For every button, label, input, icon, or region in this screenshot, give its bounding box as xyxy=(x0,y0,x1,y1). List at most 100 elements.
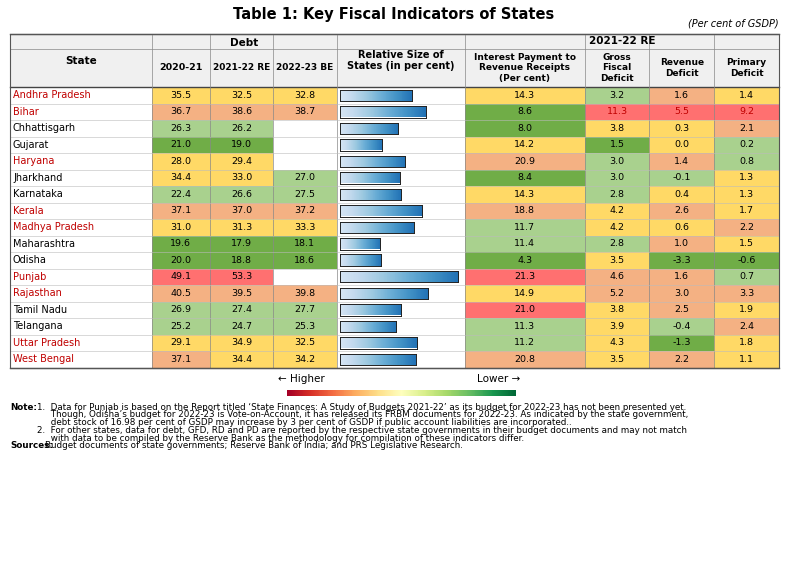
Bar xyxy=(465,186,585,202)
Bar xyxy=(210,269,273,285)
Text: 26.2: 26.2 xyxy=(231,124,252,133)
Bar xyxy=(10,87,779,104)
Bar xyxy=(649,137,714,153)
Bar xyxy=(714,285,779,302)
Bar xyxy=(10,302,779,318)
Text: 26.9: 26.9 xyxy=(170,305,192,314)
Text: 8.6: 8.6 xyxy=(518,107,533,116)
Text: 11.4: 11.4 xyxy=(514,239,535,248)
Bar xyxy=(210,318,273,335)
Text: (Per cent of GSDP): (Per cent of GSDP) xyxy=(688,19,779,29)
Text: 20.9: 20.9 xyxy=(514,156,535,166)
Text: 2.2: 2.2 xyxy=(739,223,754,232)
Bar xyxy=(152,219,210,235)
Text: 1.  Data for Punjab is based on the Report titled ‘State Finances: A Study of Bu: 1. Data for Punjab is based on the Repor… xyxy=(37,403,686,412)
Bar xyxy=(585,252,649,269)
Bar xyxy=(10,252,779,269)
Bar xyxy=(714,252,779,269)
Text: 1.7: 1.7 xyxy=(739,206,754,215)
Bar xyxy=(649,285,714,302)
Text: 2.6: 2.6 xyxy=(675,206,690,215)
Bar xyxy=(152,285,210,302)
Text: 21.0: 21.0 xyxy=(514,305,535,314)
Bar xyxy=(152,170,210,186)
Text: Odisha: Odisha xyxy=(13,255,47,265)
Text: Interest Payment to
Revenue Receipts
(Per cent): Interest Payment to Revenue Receipts (Pe… xyxy=(473,53,576,83)
Text: 3.0: 3.0 xyxy=(610,174,625,182)
Text: 53.3: 53.3 xyxy=(231,272,252,281)
Text: 25.3: 25.3 xyxy=(294,321,316,331)
Bar xyxy=(714,318,779,335)
Text: 2.4: 2.4 xyxy=(739,321,754,331)
Text: 2020-21: 2020-21 xyxy=(159,64,203,73)
Text: 21.0: 21.0 xyxy=(170,140,192,149)
Bar xyxy=(649,302,714,318)
Text: 33.0: 33.0 xyxy=(231,174,252,182)
Bar xyxy=(273,235,337,252)
Bar xyxy=(585,269,649,285)
Bar xyxy=(273,302,337,318)
Text: 27.7: 27.7 xyxy=(294,305,316,314)
Bar xyxy=(10,219,779,235)
Bar xyxy=(585,351,649,367)
Text: Kerala: Kerala xyxy=(13,206,43,216)
Text: -0.4: -0.4 xyxy=(673,321,691,331)
Bar xyxy=(465,302,585,318)
Text: 8.0: 8.0 xyxy=(518,124,533,133)
Bar xyxy=(465,87,585,104)
Text: 32.5: 32.5 xyxy=(294,338,316,347)
Bar xyxy=(210,235,273,252)
Text: 39.8: 39.8 xyxy=(294,289,316,298)
Text: Telangana: Telangana xyxy=(13,321,62,331)
Text: 1.6: 1.6 xyxy=(675,272,690,281)
Bar xyxy=(714,219,779,235)
Bar xyxy=(465,318,585,335)
Text: 3.3: 3.3 xyxy=(739,289,754,298)
Text: 1.3: 1.3 xyxy=(739,190,754,199)
Bar xyxy=(585,186,649,202)
Text: 34.2: 34.2 xyxy=(294,355,316,364)
Bar xyxy=(273,104,337,120)
Bar xyxy=(210,120,273,137)
Text: 38.7: 38.7 xyxy=(294,107,316,116)
Bar xyxy=(210,104,273,120)
Text: 3.0: 3.0 xyxy=(675,289,690,298)
Text: 20.0: 20.0 xyxy=(170,256,192,265)
Text: 11.2: 11.2 xyxy=(514,338,535,347)
Text: Jharkhand: Jharkhand xyxy=(13,173,62,183)
Text: 5.5: 5.5 xyxy=(675,107,690,116)
Bar xyxy=(714,170,779,186)
Bar xyxy=(10,137,779,153)
Bar xyxy=(465,104,585,120)
Text: Madhya Pradesh: Madhya Pradesh xyxy=(13,222,94,232)
Bar xyxy=(273,87,337,104)
Text: 34.9: 34.9 xyxy=(231,338,252,347)
Bar xyxy=(152,104,210,120)
Text: 25.2: 25.2 xyxy=(170,321,192,331)
Text: 33.3: 33.3 xyxy=(294,223,316,232)
Bar xyxy=(10,34,779,87)
Text: 32.8: 32.8 xyxy=(294,91,316,100)
Text: 1.0: 1.0 xyxy=(675,239,690,248)
Bar xyxy=(585,335,649,351)
Bar xyxy=(210,186,273,202)
Text: 4.2: 4.2 xyxy=(610,206,625,215)
Text: Haryana: Haryana xyxy=(13,156,54,166)
Text: 2022-23 BE: 2022-23 BE xyxy=(276,64,334,73)
Bar xyxy=(649,120,714,137)
Text: 3.2: 3.2 xyxy=(610,91,625,100)
Bar xyxy=(465,235,585,252)
Text: 0.7: 0.7 xyxy=(739,272,754,281)
Bar xyxy=(210,351,273,367)
Text: Lower →: Lower → xyxy=(477,374,520,383)
Text: 2.1: 2.1 xyxy=(739,124,754,133)
Bar xyxy=(585,153,649,170)
Bar xyxy=(465,285,585,302)
Text: 40.5: 40.5 xyxy=(170,289,192,298)
Bar xyxy=(273,285,337,302)
Bar xyxy=(465,202,585,219)
Bar xyxy=(152,252,210,269)
Text: 4.2: 4.2 xyxy=(610,223,625,232)
Text: 14.2: 14.2 xyxy=(514,140,535,149)
Bar xyxy=(714,202,779,219)
